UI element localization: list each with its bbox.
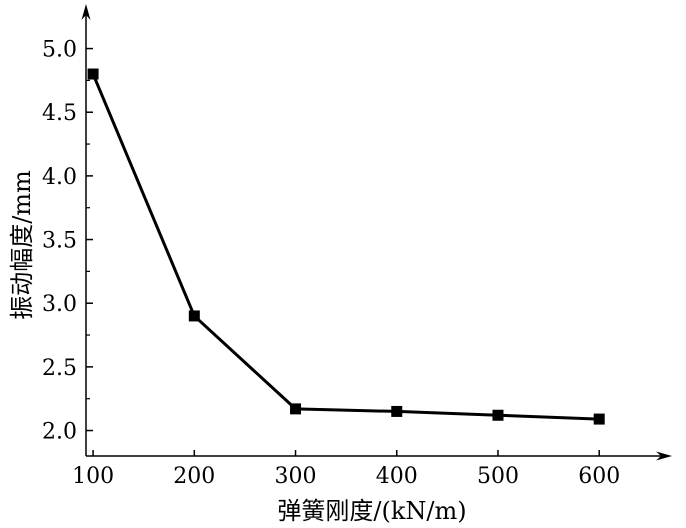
y-tick-label: 3.0 (42, 292, 77, 317)
x-tick-label: 600 (578, 464, 620, 489)
data-point (188, 310, 200, 322)
series-line (91, 73, 600, 421)
x-tick-label: 300 (275, 464, 317, 489)
data-point (492, 409, 504, 421)
x-axis-arrow (656, 451, 672, 461)
data-point (593, 413, 605, 425)
x-tick-label: 200 (173, 464, 215, 489)
y-tick-label: 2.0 (42, 420, 77, 445)
y-tick-label: 3.5 (42, 229, 77, 254)
data-point (290, 403, 302, 415)
axes: 100 200 300 400 500 600 2.0 2.5 3.0 3.5 4.0 4.5 5.0 (42, 4, 672, 489)
x-tick-label: 500 (477, 464, 519, 489)
series-layer (87, 68, 605, 425)
y-tick-label: 4.0 (42, 165, 77, 190)
y-tick-label: 2.5 (42, 356, 77, 381)
y-tick-label: 5.0 (42, 38, 77, 63)
y-axis-arrow (81, 4, 91, 20)
x-tick-label: 400 (376, 464, 418, 489)
x-tick-label: 100 (72, 464, 114, 489)
x-axis-title: 弹簧刚度/(kN/m) (277, 497, 466, 525)
data-point (391, 405, 403, 417)
y-axis-title: 振动幅度/mm (8, 170, 36, 320)
y-tick-label: 4.5 (42, 101, 77, 126)
data-point (87, 68, 99, 80)
